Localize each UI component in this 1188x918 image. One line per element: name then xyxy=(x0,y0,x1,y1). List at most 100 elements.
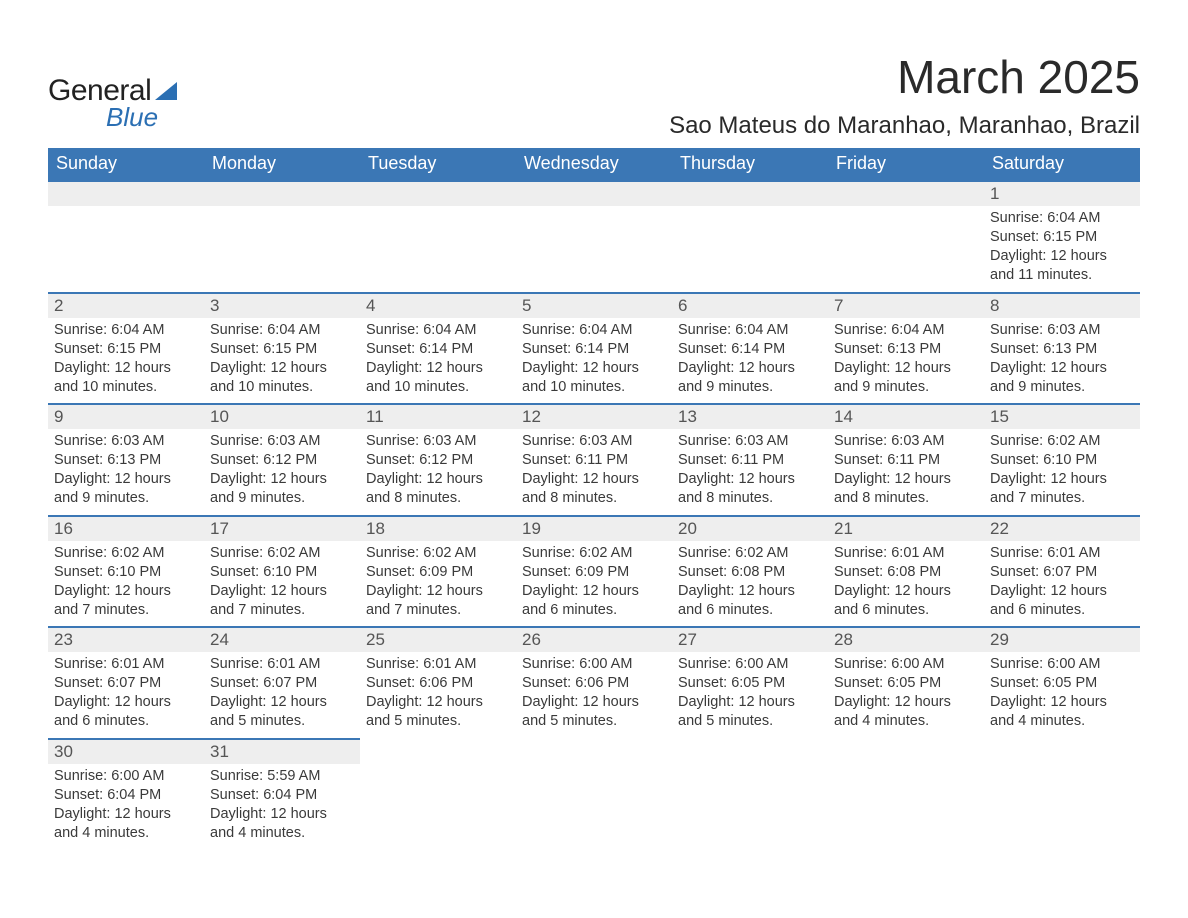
day1-text: Daylight: 12 hours xyxy=(366,359,512,378)
sunrise-text: Sunrise: 6:03 AM xyxy=(990,321,1136,340)
sunset-text: Sunset: 6:06 PM xyxy=(522,674,668,693)
day-body: Sunrise: 6:03 AMSunset: 6:12 PMDaylight:… xyxy=(204,429,360,515)
day1-text: Daylight: 12 hours xyxy=(210,582,356,601)
day-cell: 18Sunrise: 6:02 AMSunset: 6:09 PMDayligh… xyxy=(360,516,516,628)
sunrise-text: Sunrise: 6:00 AM xyxy=(834,655,980,674)
day-number: 28 xyxy=(828,628,984,652)
day2-text: and 4 minutes. xyxy=(990,712,1136,731)
day1-text: Daylight: 12 hours xyxy=(990,470,1136,489)
day-number xyxy=(828,182,984,206)
sunrise-text: Sunrise: 6:00 AM xyxy=(54,767,200,786)
day-body: Sunrise: 6:01 AMSunset: 6:06 PMDaylight:… xyxy=(360,652,516,738)
day1-text: Daylight: 12 hours xyxy=(990,359,1136,378)
day-cell: 5Sunrise: 6:04 AMSunset: 6:14 PMDaylight… xyxy=(516,293,672,405)
day2-text: and 7 minutes. xyxy=(990,489,1136,508)
week-row: 30Sunrise: 6:00 AMSunset: 6:04 PMDayligh… xyxy=(48,739,1140,850)
day2-text: and 5 minutes. xyxy=(678,712,824,731)
day-cell: 1Sunrise: 6:04 AMSunset: 6:15 PMDaylight… xyxy=(984,181,1140,293)
day1-text: Daylight: 12 hours xyxy=(834,582,980,601)
day2-text: and 11 minutes. xyxy=(990,266,1136,285)
sunset-text: Sunset: 6:09 PM xyxy=(522,563,668,582)
day-cell: 15Sunrise: 6:02 AMSunset: 6:10 PMDayligh… xyxy=(984,404,1140,516)
day-cell: 23Sunrise: 6:01 AMSunset: 6:07 PMDayligh… xyxy=(48,627,204,739)
day-body: Sunrise: 6:00 AMSunset: 6:05 PMDaylight:… xyxy=(984,652,1140,738)
col-saturday: Saturday xyxy=(984,148,1140,181)
col-monday: Monday xyxy=(204,148,360,181)
sunrise-text: Sunrise: 6:00 AM xyxy=(678,655,824,674)
day1-text: Daylight: 12 hours xyxy=(54,582,200,601)
day1-text: Daylight: 12 hours xyxy=(210,359,356,378)
day-body: Sunrise: 6:04 AMSunset: 6:14 PMDaylight:… xyxy=(360,318,516,404)
day-cell: 4Sunrise: 6:04 AMSunset: 6:14 PMDaylight… xyxy=(360,293,516,405)
day-number: 31 xyxy=(204,740,360,764)
triangle-icon xyxy=(155,82,177,100)
day-number: 19 xyxy=(516,517,672,541)
day-body: Sunrise: 6:00 AMSunset: 6:05 PMDaylight:… xyxy=(828,652,984,738)
logo: General Blue xyxy=(48,74,177,133)
day2-text: and 4 minutes. xyxy=(210,824,356,843)
day2-text: and 7 minutes. xyxy=(210,601,356,620)
day-number xyxy=(204,182,360,206)
day-body: Sunrise: 6:02 AMSunset: 6:10 PMDaylight:… xyxy=(984,429,1140,515)
day-cell xyxy=(672,739,828,850)
sunrise-text: Sunrise: 6:03 AM xyxy=(678,432,824,451)
week-row: 1Sunrise: 6:04 AMSunset: 6:15 PMDaylight… xyxy=(48,181,1140,293)
day-body: Sunrise: 6:04 AMSunset: 6:15 PMDaylight:… xyxy=(48,318,204,404)
sunrise-text: Sunrise: 6:00 AM xyxy=(522,655,668,674)
day-body: Sunrise: 6:04 AMSunset: 6:14 PMDaylight:… xyxy=(516,318,672,404)
day1-text: Daylight: 12 hours xyxy=(522,582,668,601)
day-number: 26 xyxy=(516,628,672,652)
sunset-text: Sunset: 6:04 PM xyxy=(54,786,200,805)
col-thursday: Thursday xyxy=(672,148,828,181)
day1-text: Daylight: 12 hours xyxy=(522,470,668,489)
week-row: 2Sunrise: 6:04 AMSunset: 6:15 PMDaylight… xyxy=(48,293,1140,405)
sunrise-text: Sunrise: 6:03 AM xyxy=(54,432,200,451)
day-body: Sunrise: 6:04 AMSunset: 6:14 PMDaylight:… xyxy=(672,318,828,404)
day-number: 6 xyxy=(672,294,828,318)
day1-text: Daylight: 12 hours xyxy=(54,693,200,712)
sunset-text: Sunset: 6:05 PM xyxy=(990,674,1136,693)
sunset-text: Sunset: 6:15 PM xyxy=(990,228,1136,247)
day1-text: Daylight: 12 hours xyxy=(522,693,668,712)
day2-text: and 5 minutes. xyxy=(522,712,668,731)
location: Sao Mateus do Maranhao, Maranhao, Brazil xyxy=(669,112,1140,140)
sunset-text: Sunset: 6:05 PM xyxy=(834,674,980,693)
day-number: 30 xyxy=(48,740,204,764)
day2-text: and 10 minutes. xyxy=(366,378,512,397)
day-body: Sunrise: 6:03 AMSunset: 6:12 PMDaylight:… xyxy=(360,429,516,515)
day-number: 9 xyxy=(48,405,204,429)
day2-text: and 10 minutes. xyxy=(54,378,200,397)
day1-text: Daylight: 12 hours xyxy=(522,359,668,378)
sunrise-text: Sunrise: 6:04 AM xyxy=(522,321,668,340)
day-number: 11 xyxy=(360,405,516,429)
sunset-text: Sunset: 6:09 PM xyxy=(366,563,512,582)
day-cell xyxy=(48,181,204,293)
day-number: 29 xyxy=(984,628,1140,652)
day2-text: and 8 minutes. xyxy=(522,489,668,508)
day2-text: and 7 minutes. xyxy=(366,601,512,620)
day2-text: and 10 minutes. xyxy=(210,378,356,397)
day-cell: 28Sunrise: 6:00 AMSunset: 6:05 PMDayligh… xyxy=(828,627,984,739)
day-number xyxy=(672,182,828,206)
day2-text: and 9 minutes. xyxy=(54,489,200,508)
day-number: 5 xyxy=(516,294,672,318)
sunset-text: Sunset: 6:12 PM xyxy=(366,451,512,470)
sunrise-text: Sunrise: 6:00 AM xyxy=(990,655,1136,674)
sunrise-text: Sunrise: 6:01 AM xyxy=(990,544,1136,563)
sunset-text: Sunset: 6:11 PM xyxy=(834,451,980,470)
sunset-text: Sunset: 6:08 PM xyxy=(834,563,980,582)
sunset-text: Sunset: 6:13 PM xyxy=(54,451,200,470)
day-body: Sunrise: 6:04 AMSunset: 6:15 PMDaylight:… xyxy=(204,318,360,404)
day2-text: and 9 minutes. xyxy=(678,378,824,397)
day-body: Sunrise: 6:01 AMSunset: 6:08 PMDaylight:… xyxy=(828,541,984,627)
day-number: 20 xyxy=(672,517,828,541)
day-number: 17 xyxy=(204,517,360,541)
sunset-text: Sunset: 6:11 PM xyxy=(678,451,824,470)
month-title: March 2025 xyxy=(669,50,1140,104)
day2-text: and 9 minutes. xyxy=(990,378,1136,397)
day1-text: Daylight: 12 hours xyxy=(54,470,200,489)
day2-text: and 8 minutes. xyxy=(366,489,512,508)
day-cell: 2Sunrise: 6:04 AMSunset: 6:15 PMDaylight… xyxy=(48,293,204,405)
day-number: 7 xyxy=(828,294,984,318)
day-cell: 29Sunrise: 6:00 AMSunset: 6:05 PMDayligh… xyxy=(984,627,1140,739)
